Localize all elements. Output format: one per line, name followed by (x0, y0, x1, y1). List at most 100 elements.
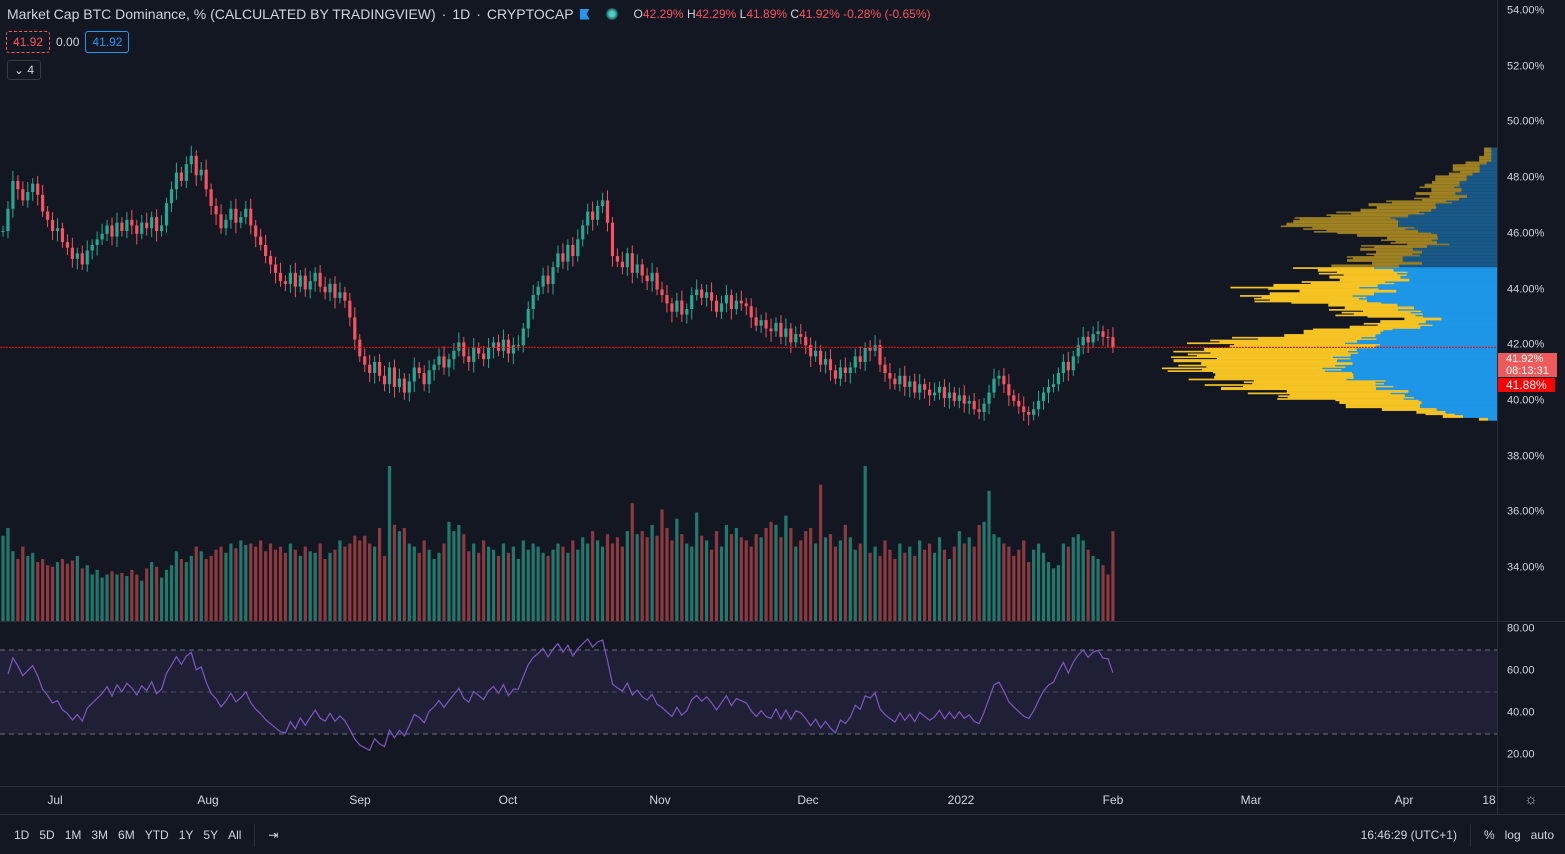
candle (373, 356, 377, 384)
sell-price[interactable]: 41.92 (6, 31, 51, 53)
vp-down-bar (1405, 228, 1497, 230)
range-all[interactable]: All (228, 827, 242, 842)
volume-bar (918, 540, 922, 621)
candle-body (739, 300, 743, 304)
candle (521, 322, 525, 353)
range-1m[interactable]: 1M (64, 827, 82, 842)
indicators-toggle[interactable]: ⌄ 4 (7, 60, 42, 80)
vp-up-bar (1376, 250, 1423, 253)
volume-bar (923, 549, 927, 621)
vp-up-bar (1360, 247, 1413, 250)
candle-body (1051, 384, 1056, 387)
candle (596, 200, 600, 226)
volume-bar (16, 559, 20, 621)
vp-up-bar (1351, 212, 1425, 215)
vp-up-bar (1341, 311, 1411, 314)
candle (952, 386, 956, 407)
candle-body (908, 381, 912, 387)
candle-body (392, 367, 397, 387)
clock[interactable]: 16:46:29 (UTC+1) (1360, 827, 1457, 842)
candle-body (705, 292, 709, 298)
volume-bar (145, 568, 149, 621)
symbol-title[interactable]: Market Cap BTC Dominance, % (CALCULATED … (7, 6, 436, 22)
range-6m[interactable]: 6M (118, 827, 135, 842)
price-tick: 44.00% (1507, 283, 1545, 295)
vp-down-bar (1441, 317, 1497, 320)
auto-toggle[interactable]: auto (1530, 827, 1554, 842)
range-1d[interactable]: 1D (14, 827, 30, 842)
volume-bar (189, 555, 193, 621)
candle-body (942, 386, 947, 399)
vp-up-bar (1460, 171, 1480, 173)
vp-down-bar (1353, 374, 1497, 377)
candle-body (432, 364, 436, 371)
volume-bar (264, 551, 268, 621)
volume-bar (809, 528, 813, 621)
candle-body (853, 356, 857, 368)
vp-up-bar (1286, 389, 1409, 392)
volume-bar (174, 551, 179, 621)
volume-bar (709, 549, 714, 621)
vp-down-bar (1380, 331, 1497, 333)
volume-bar (1111, 531, 1115, 621)
vp-up-bar (1173, 350, 1349, 353)
candle-body (283, 281, 288, 284)
buy-price[interactable]: 41.92 (85, 31, 130, 53)
candle (407, 373, 411, 402)
vp-up-bar (1303, 331, 1381, 333)
candle-body (625, 253, 629, 268)
range-5d[interactable]: 5D (39, 827, 55, 842)
vp-down-bar (1385, 281, 1497, 283)
vp-up-bar (1376, 205, 1437, 208)
candle-body (387, 367, 392, 385)
vp-up-bar (1234, 343, 1381, 346)
vp-up-bar (1380, 321, 1426, 324)
candle-body (714, 300, 719, 312)
candle-body (729, 295, 733, 309)
candle-body (164, 203, 169, 226)
volume-bar (501, 543, 506, 621)
vp-down-bar (1377, 283, 1497, 286)
volume-bar (992, 534, 996, 621)
candle (1022, 396, 1026, 421)
candle-body (774, 322, 778, 332)
vp-up-bar (1419, 186, 1455, 189)
rsi-tick: 60.00 (1507, 664, 1535, 677)
vp-up-bar (1484, 151, 1492, 154)
vp-up-bar (1196, 354, 1351, 357)
vp-up-bar (1465, 161, 1487, 164)
vp-down-bar (1419, 254, 1497, 257)
range-3m[interactable]: 3M (91, 827, 109, 842)
vp-up-bar (1254, 300, 1368, 303)
vp-down-bar (1373, 292, 1497, 294)
volume-bar (308, 551, 312, 621)
vp-up-bar (1345, 405, 1420, 407)
candle-body (21, 189, 25, 201)
range-5y[interactable]: 5Y (203, 827, 219, 842)
vp-down-bar (1479, 171, 1497, 173)
go-to-date-icon[interactable]: ⇥ (268, 827, 279, 842)
volume-bar (491, 549, 496, 621)
volume-bar (387, 466, 392, 621)
vp-down-bar (1415, 314, 1497, 317)
candle (675, 292, 679, 318)
candle-body (244, 208, 248, 218)
range-ytd[interactable]: YTD (144, 827, 169, 842)
volume-bar (556, 543, 560, 621)
vp-up-bar (1435, 178, 1467, 180)
candle-body (1027, 412, 1031, 415)
candle-body (482, 353, 486, 360)
candle-body (927, 389, 932, 396)
candle-body (26, 192, 30, 201)
candle-body (427, 370, 431, 385)
vp-up-bar (1268, 288, 1379, 290)
flag-icon[interactable] (579, 8, 590, 20)
percent-toggle[interactable]: % (1483, 827, 1495, 842)
range-1y[interactable]: 1Y (178, 827, 194, 842)
settings-gear-icon[interactable]: ☼ (1524, 791, 1538, 808)
candle (779, 315, 783, 345)
log-toggle[interactable]: log (1504, 827, 1521, 842)
interval[interactable]: 1D (452, 6, 471, 22)
candle-body (194, 155, 198, 176)
